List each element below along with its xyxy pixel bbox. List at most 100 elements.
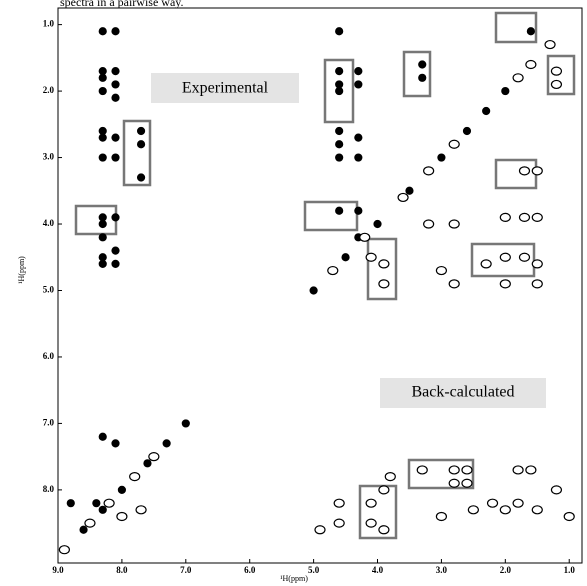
peak bbox=[103, 498, 115, 508]
y-tick-label: 8.0 bbox=[43, 484, 55, 494]
peak bbox=[499, 505, 511, 515]
box bbox=[323, 58, 355, 124]
peak bbox=[365, 252, 377, 262]
y-tick-label: 1.0 bbox=[43, 19, 55, 29]
series-label: Back-calculated bbox=[411, 384, 514, 401]
peak bbox=[531, 505, 543, 515]
peak bbox=[98, 133, 107, 142]
x-tick-label: 4.0 bbox=[372, 565, 384, 575]
y-tick-label: 3.0 bbox=[43, 152, 55, 162]
peak bbox=[365, 498, 377, 508]
peak bbox=[98, 27, 107, 36]
x-tick-label: 3.0 bbox=[436, 565, 448, 575]
peak bbox=[181, 419, 190, 428]
x-axis-label: ¹H(ppm) bbox=[280, 574, 308, 583]
x-tick-label: 9.0 bbox=[52, 565, 64, 575]
peak bbox=[98, 153, 107, 162]
peak bbox=[111, 27, 120, 36]
peak bbox=[58, 545, 70, 555]
box bbox=[74, 204, 118, 236]
peak bbox=[136, 140, 146, 149]
peak bbox=[129, 471, 141, 482]
peak bbox=[531, 259, 543, 269]
peak bbox=[518, 166, 531, 176]
box bbox=[303, 200, 359, 232]
box bbox=[494, 158, 538, 190]
peak bbox=[111, 80, 120, 89]
peak bbox=[359, 232, 371, 242]
peak bbox=[116, 511, 128, 522]
peak bbox=[354, 153, 363, 162]
peak bbox=[98, 67, 107, 76]
peak bbox=[309, 286, 318, 295]
peak bbox=[416, 465, 428, 475]
peak bbox=[512, 73, 524, 83]
peak bbox=[136, 126, 146, 136]
x-tick-label: 5.0 bbox=[308, 565, 320, 575]
peak bbox=[98, 126, 107, 136]
peak bbox=[550, 79, 563, 90]
label-bg bbox=[380, 378, 546, 408]
peak bbox=[550, 485, 563, 495]
y-tick-label: 5.0 bbox=[43, 285, 55, 295]
peak bbox=[117, 485, 127, 494]
peak bbox=[423, 219, 435, 229]
peak bbox=[378, 279, 390, 289]
peak bbox=[448, 219, 460, 229]
peak bbox=[531, 212, 543, 222]
x-tick-label: 7.0 bbox=[180, 565, 192, 575]
peak bbox=[335, 153, 344, 162]
peak bbox=[435, 511, 448, 522]
peak bbox=[448, 279, 460, 289]
x-tick-label: 2.0 bbox=[500, 565, 512, 575]
peak bbox=[98, 432, 107, 441]
y-tick-label: 4.0 bbox=[43, 218, 55, 228]
peak bbox=[512, 465, 524, 475]
peak bbox=[518, 252, 531, 262]
peak bbox=[531, 166, 543, 176]
peak bbox=[482, 106, 491, 116]
peak bbox=[378, 485, 390, 495]
peak bbox=[563, 511, 575, 522]
peak bbox=[531, 279, 543, 289]
peak bbox=[525, 59, 537, 70]
peak bbox=[98, 86, 107, 96]
label-bg bbox=[151, 73, 299, 103]
peak bbox=[335, 206, 344, 215]
box bbox=[358, 484, 398, 540]
peak bbox=[98, 233, 107, 242]
peak bbox=[354, 80, 363, 89]
peak bbox=[354, 133, 363, 142]
peak bbox=[335, 140, 344, 149]
peak bbox=[162, 439, 171, 448]
peak bbox=[354, 206, 363, 215]
peak bbox=[98, 505, 107, 514]
x-tick-label: 1.0 bbox=[564, 565, 576, 575]
peak bbox=[462, 126, 472, 136]
peak bbox=[79, 525, 88, 534]
peak bbox=[333, 518, 345, 528]
highlight-boxes bbox=[74, 11, 576, 540]
peak bbox=[92, 499, 101, 508]
peak bbox=[405, 186, 414, 195]
box bbox=[546, 54, 576, 96]
peak bbox=[66, 499, 75, 508]
peak bbox=[499, 279, 511, 289]
box bbox=[494, 11, 538, 44]
peak bbox=[418, 73, 427, 82]
peak bbox=[314, 525, 326, 535]
peak bbox=[461, 465, 473, 475]
peak bbox=[341, 253, 350, 262]
peak bbox=[111, 246, 120, 255]
peak bbox=[111, 259, 120, 268]
peak bbox=[373, 219, 382, 229]
peak bbox=[354, 67, 363, 76]
plot-frame bbox=[57, 7, 583, 564]
peak bbox=[461, 478, 473, 488]
y-axis-label: ¹H(ppm) bbox=[17, 256, 26, 284]
box bbox=[407, 458, 475, 490]
box bbox=[402, 50, 432, 98]
peak bbox=[501, 86, 510, 96]
